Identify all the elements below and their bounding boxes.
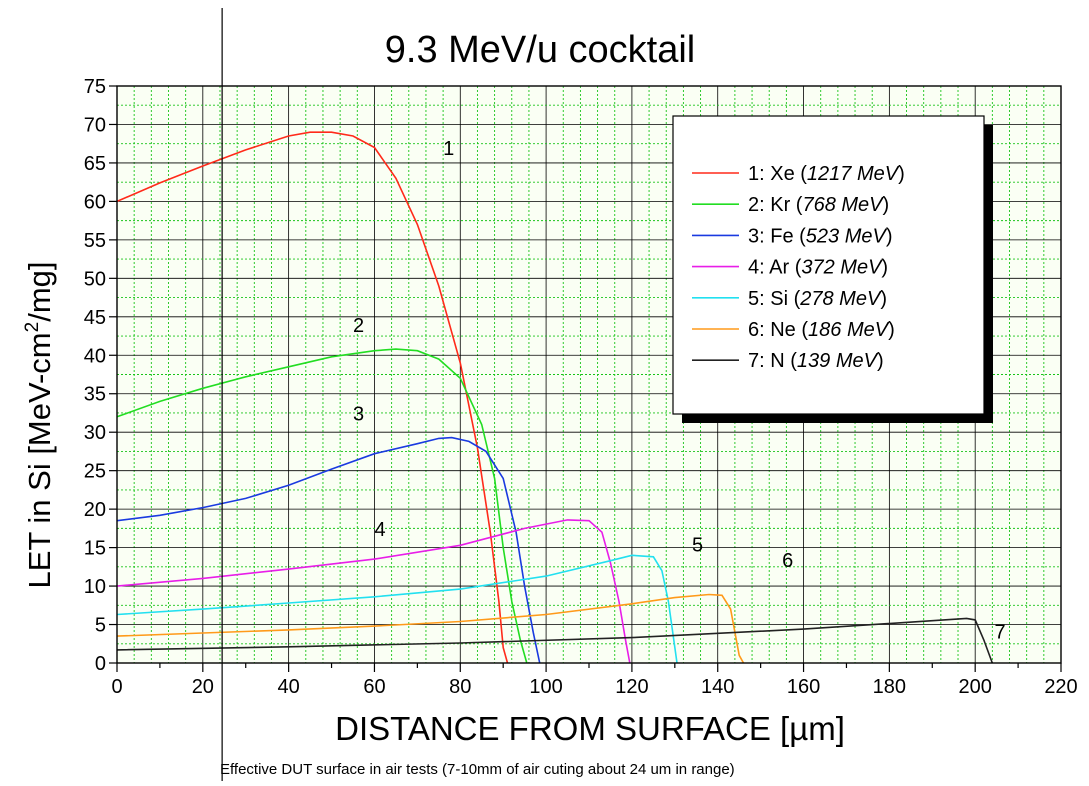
y-tick-label: 70 <box>84 114 106 136</box>
curve-labels: 1 2 3 4 5 6 7 <box>353 138 1006 643</box>
y-tick-label: 20 <box>84 499 106 521</box>
y-tick-label: 30 <box>84 422 106 444</box>
y-tick-label: 35 <box>84 384 106 406</box>
curve-label-6: 6 <box>782 550 793 572</box>
series-group <box>116 131 994 664</box>
legend-close: ) <box>883 194 890 216</box>
x-tick-label: 140 <box>701 676 734 698</box>
legend-entry-2: 2: Kr (768 MeV) <box>748 194 889 216</box>
legend-close: ) <box>881 257 888 279</box>
axes <box>109 85 1062 672</box>
series-line-3 <box>116 436 541 664</box>
curve-label-5: 5 <box>692 534 703 556</box>
y-tick-label: 60 <box>84 191 106 213</box>
legend-entry-4: 4: Ar (372 MeV) <box>748 257 888 279</box>
legend-element: 4: Ar ( <box>748 257 802 279</box>
legend: 1: Xe (1217 MeV)2: Kr (768 MeV)3: Fe (52… <box>672 115 993 423</box>
x-tick-label: 120 <box>615 676 648 698</box>
legend-element: 6: Ne ( <box>748 319 808 341</box>
legend-energy: 523 MeV <box>806 225 888 247</box>
y-axis-label-main: LET in Si [MeV-cm <box>22 332 57 588</box>
chart-title: 9.3 MeV/u cocktail <box>385 29 695 71</box>
legend-element: 2: Kr ( <box>748 194 803 216</box>
x-tick-label: 100 <box>529 676 562 698</box>
curve-label-7: 7 <box>994 621 1005 643</box>
x-tick-label: 20 <box>192 676 214 698</box>
series-line-1 <box>116 131 509 664</box>
legend-energy: 278 MeV <box>799 288 882 310</box>
y-tick-label: 75 <box>84 76 106 98</box>
y-tick-label: 10 <box>84 576 106 598</box>
legend-box <box>672 115 985 415</box>
x-axis-label: DISTANCE FROM SURFACE [µm] <box>335 710 845 747</box>
x-tick-label: 60 <box>363 676 385 698</box>
curve-label-1: 1 <box>443 138 454 160</box>
legend-entry-5: 5: Si (278 MeV) <box>748 288 887 310</box>
y-tick-label: 65 <box>84 153 106 175</box>
series-line-4 <box>116 519 631 664</box>
legend-entry-6: 6: Ne (186 MeV) <box>748 319 895 341</box>
legend-close: ) <box>880 288 887 310</box>
legend-close: ) <box>888 319 895 341</box>
x-tick-label: 80 <box>449 676 471 698</box>
y-axis-label-end: /mg] <box>22 262 57 322</box>
legend-entry-1: 1: Xe (1217 MeV) <box>748 163 905 185</box>
legend-energy: 186 MeV <box>808 319 890 341</box>
x-tick-label: 40 <box>278 676 300 698</box>
y-tick-label: 5 <box>95 615 106 637</box>
footnote: Effective DUT surface in air tests (7-10… <box>220 761 735 778</box>
legend-element: 7: N ( <box>748 350 797 372</box>
legend-entry-7: 7: N (139 MeV) <box>748 350 884 372</box>
curve-label-2: 2 <box>353 315 364 337</box>
x-tick-label: 180 <box>873 676 906 698</box>
legend-element: 5: Si ( <box>748 288 801 310</box>
legend-entry-3: 3: Fe (523 MeV) <box>748 225 893 247</box>
y-tick-label: 25 <box>84 461 106 483</box>
legend-energy: 139 MeV <box>797 350 879 372</box>
legend-close: ) <box>877 350 884 372</box>
curve-label-4: 4 <box>374 519 385 541</box>
curve-label-3: 3 <box>353 404 364 426</box>
x-tick-label: 0 <box>111 676 122 698</box>
legend-close: ) <box>898 163 905 185</box>
y-tick-label: 50 <box>84 268 106 290</box>
y-axis-label-superscript: 2 <box>22 322 43 333</box>
tick-labels: 0 20 40 60 80 100 120 140 160 180 200 2200510152025… <box>84 76 1078 698</box>
y-tick-label: 55 <box>84 230 106 252</box>
series-line-6 <box>116 593 745 664</box>
series-line-7 <box>116 617 994 664</box>
legend-energy: 768 MeV <box>802 194 884 216</box>
grid-lines <box>116 85 1062 664</box>
y-tick-label: 15 <box>84 538 106 560</box>
y-tick-label: 45 <box>84 307 106 329</box>
legend-element: 1: Xe ( <box>748 163 807 185</box>
x-tick-label: 220 <box>1044 676 1077 698</box>
y-tick-label: 0 <box>95 653 106 675</box>
y-axis-label: LET in Si [MeV-cm2/mg] <box>22 262 57 589</box>
legend-energy: 372 MeV <box>801 257 883 279</box>
legend-element: 3: Fe ( <box>748 225 806 247</box>
series-line-2 <box>116 348 528 664</box>
legend-energy: 1217 MeV <box>807 163 900 185</box>
y-tick-label: 40 <box>84 345 106 367</box>
x-tick-label: 160 <box>787 676 820 698</box>
x-tick-label: 200 <box>958 676 991 698</box>
series-line-5 <box>116 554 678 664</box>
legend-close: ) <box>886 225 893 247</box>
